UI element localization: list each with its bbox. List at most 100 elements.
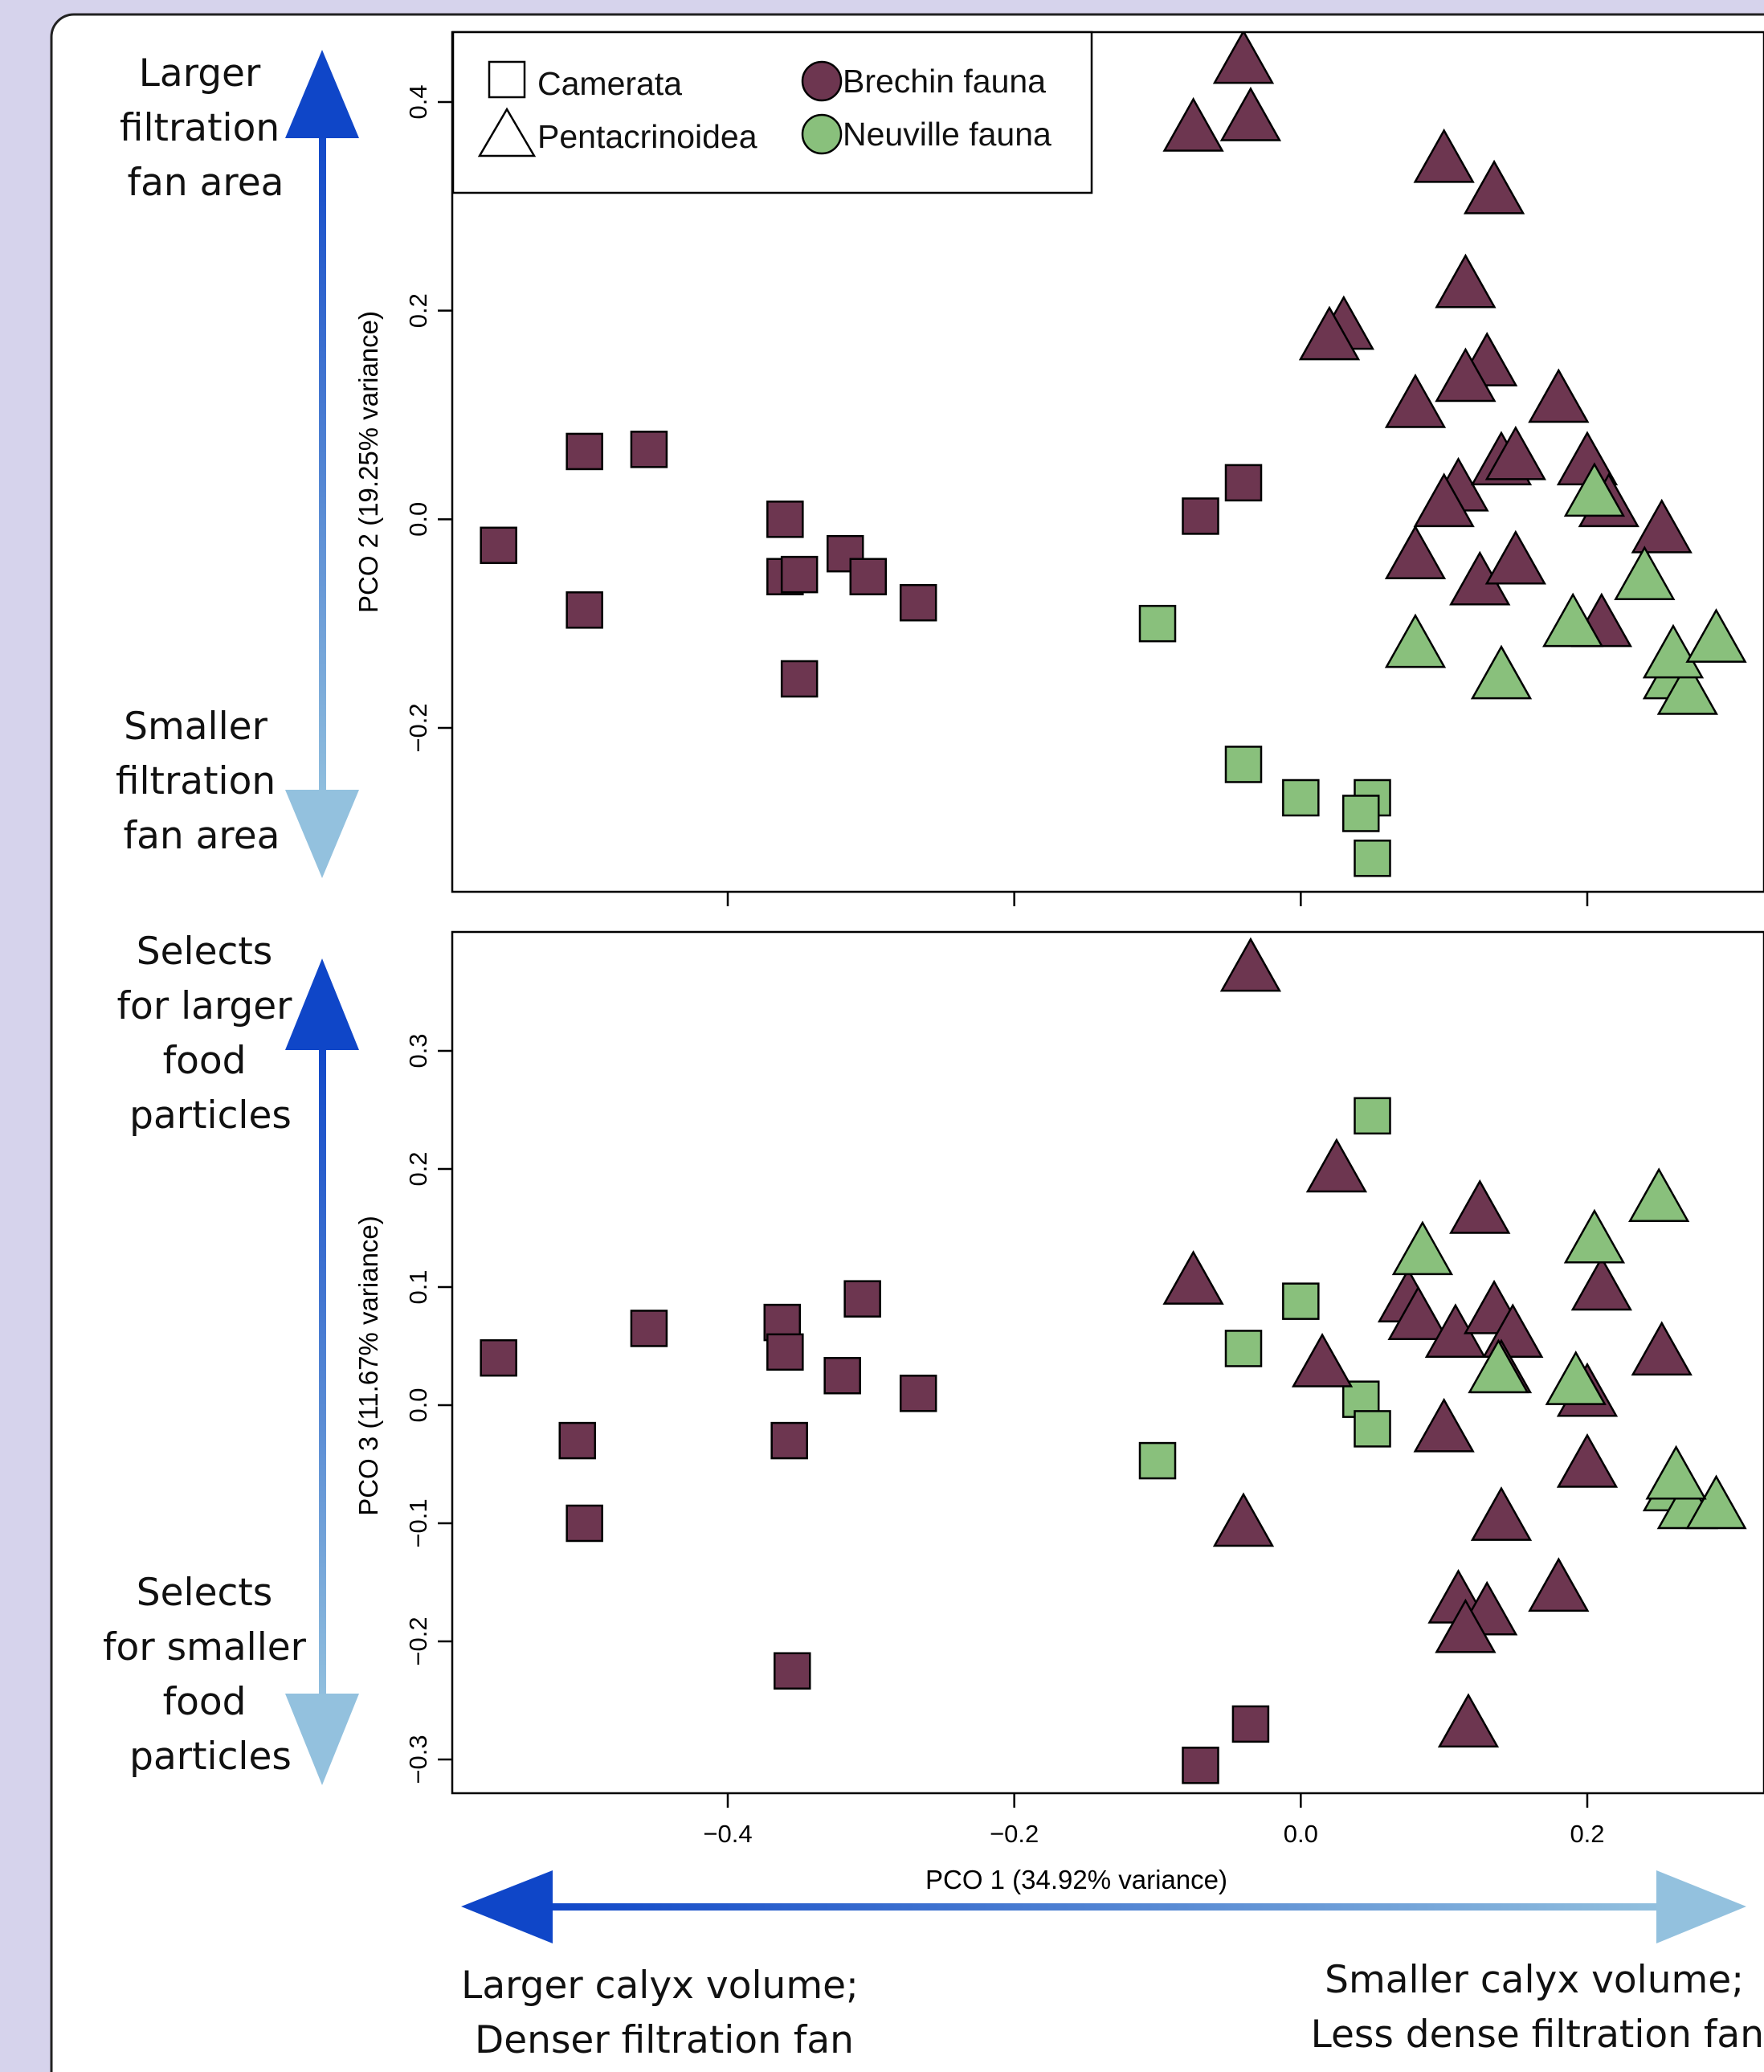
- data-point-pentacrinoidea-brechin: [1435, 253, 1497, 309]
- data-point-camerata-brechin: [1231, 1705, 1270, 1743]
- data-point-pentacrinoidea-brechin: [1528, 1557, 1590, 1612]
- legend-box: [451, 31, 1093, 194]
- data-point-pentacrinoidea-brechin: [1484, 425, 1546, 480]
- data-point-pentacrinoidea-brechin: [1556, 1432, 1619, 1488]
- data-point-pentacrinoidea-neuville: [1468, 1338, 1529, 1394]
- data-point-camerata-brechin: [480, 526, 517, 565]
- data-point-pentacrinoidea-brechin: [1212, 32, 1275, 84]
- data-point-camerata-brechin: [566, 432, 603, 471]
- arrow-head-right: [1656, 1870, 1746, 1943]
- data-point-camerata-brechin: [780, 555, 819, 594]
- data-point-camerata-brechin: [630, 1310, 668, 1347]
- x-tick-label: 0.2: [1570, 1820, 1604, 1848]
- data-point-camerata-neuville: [1341, 795, 1380, 832]
- arrow-head-down: [285, 1694, 359, 1785]
- data-point-pentacrinoidea-brechin: [1437, 1693, 1500, 1748]
- data-point-pentacrinoidea-brechin: [1435, 1598, 1497, 1653]
- arrow-head-up: [285, 50, 359, 138]
- data-point-pentacrinoidea-neuville: [1545, 1351, 1607, 1405]
- data-point-camerata-brechin: [566, 1504, 603, 1543]
- annotation-pco1-right: Smaller calyx volume; Less dense filtrat…: [1311, 1958, 1764, 2057]
- plot-pco2-ylabel: PCO 2 (19.25% variance): [353, 311, 383, 613]
- data-point-camerata-brechin: [770, 1421, 808, 1460]
- data-point-pentacrinoidea-neuville: [1628, 1167, 1690, 1222]
- data-point-pentacrinoidea-neuville: [1470, 644, 1533, 700]
- data-point-pentacrinoidea-neuville: [1685, 608, 1747, 663]
- y-tick-label: 0.3: [404, 1033, 432, 1068]
- x-tick-label: 0.0: [1284, 1820, 1318, 1848]
- legend-label-pentacrinoidea: Pentacrinoidea: [537, 118, 757, 155]
- data-point-camerata-brechin: [1182, 1747, 1219, 1784]
- data-point-pentacrinoidea-neuville: [1384, 613, 1447, 668]
- plot-pco3: −0.3 −0.2 −0.1 0.0 0.1 0.2 0.3 −0.4 −0.2 0.0 0.2 P…: [353, 930, 1764, 1894]
- y-tick-label: 0.0: [404, 1387, 432, 1422]
- data-point-pentacrinoidea-neuville: [1563, 462, 1626, 517]
- circle-icon-neuville: [801, 113, 843, 155]
- data-point-pentacrinoidea-brechin: [1528, 368, 1590, 423]
- data-point-camerata-neuville: [1354, 1410, 1391, 1448]
- plot-pco3-points: [480, 937, 1747, 1784]
- data-point-camerata-brechin: [566, 591, 603, 629]
- arrow-head-down: [285, 790, 359, 878]
- data-point-pentacrinoidea-neuville: [1614, 546, 1676, 600]
- data-point-camerata-brechin: [766, 501, 804, 538]
- square-icon: [488, 60, 526, 99]
- y-tick-label: 0.4: [404, 84, 432, 119]
- data-point-pentacrinoidea-brechin: [1219, 86, 1282, 141]
- data-point-pentacrinoidea-brechin: [1384, 525, 1447, 580]
- data-point-camerata-neuville: [1354, 1097, 1391, 1135]
- data-point-camerata-brechin: [630, 431, 668, 468]
- data-point-pentacrinoidea-neuville: [1685, 1474, 1747, 1530]
- plot-pco3-xlabel: PCO 1 (34.92% variance): [925, 1865, 1227, 1894]
- data-point-camerata-brechin: [558, 1421, 596, 1460]
- legend: Camerata Pentacrinoidea Brechin fauna Ne…: [451, 31, 1093, 194]
- data-point-pentacrinoidea-brechin: [1484, 529, 1546, 585]
- data-point-pentacrinoidea-brechin: [1413, 1397, 1475, 1453]
- x-tick-label: −0.4: [703, 1820, 752, 1848]
- data-point-pentacrinoidea-neuville: [1563, 1208, 1626, 1264]
- data-point-pentacrinoidea-brechin: [1219, 937, 1282, 992]
- arrow-head-left: [461, 1870, 553, 1943]
- data-point-pentacrinoidea-brechin: [1435, 347, 1497, 403]
- plot-pco3-ylabel: PCO 3 (11.67% variance): [353, 1216, 383, 1516]
- annotation-pco2-high: Larger filtration fan area: [120, 51, 292, 205]
- data-point-pentacrinoidea-brechin: [1387, 1285, 1449, 1340]
- y-tick-label: 0.2: [404, 293, 432, 328]
- data-point-pentacrinoidea-brechin: [1298, 305, 1361, 361]
- data-point-pentacrinoidea-brechin: [1384, 373, 1447, 428]
- data-point-pentacrinoidea-brechin: [1413, 472, 1475, 528]
- annotation-pco3-low: Selects for smaller food particles: [103, 1571, 318, 1779]
- data-point-camerata-brechin: [899, 1375, 937, 1412]
- annotation-pco3-high: Selects for larger food particles: [117, 930, 304, 1138]
- plot-pco3-frame: [451, 930, 1764, 1795]
- data-point-camerata-brechin: [1182, 497, 1219, 535]
- data-point-pentacrinoidea-brechin: [1212, 1492, 1275, 1547]
- x-tick-label: −0.2: [990, 1820, 1039, 1848]
- data-point-camerata-neuville: [1224, 1330, 1263, 1367]
- data-point-pentacrinoidea-brechin: [1463, 159, 1525, 215]
- annotation-pco1-left: Larger calyx volume; Denser filtration f…: [461, 1964, 871, 2062]
- data-point-camerata-neuville: [1138, 604, 1177, 643]
- arrow-pco3: [285, 958, 359, 1785]
- y-tick-label: 0.1: [404, 1269, 432, 1304]
- data-point-camerata-brechin: [823, 1357, 861, 1395]
- plot-pco3-ticks: −0.3 −0.2 −0.1 0.0 0.1 0.2 0.3 −0.4 −0.2 0.0 0.2: [404, 1033, 1605, 1848]
- legend-label-brechin: Brechin fauna: [843, 63, 1046, 100]
- data-point-pentacrinoidea-brechin: [1291, 1333, 1354, 1387]
- data-point-pentacrinoidea-brechin: [1570, 1256, 1632, 1311]
- y-tick-label: 0.2: [404, 1151, 432, 1186]
- arrow-pco2: [285, 50, 359, 878]
- data-point-pentacrinoidea-brechin: [1470, 1486, 1533, 1541]
- annotation-pco2-low: Smaller filtration fan area: [116, 705, 288, 858]
- data-point-camerata-brechin: [766, 1333, 804, 1371]
- plot-pco2-ticks: −0.2 0.0 0.2 0.4: [404, 84, 1589, 906]
- triangle-icon: [477, 107, 537, 157]
- data-point-camerata-brechin: [774, 1652, 811, 1690]
- data-point-camerata-brechin: [849, 558, 888, 595]
- data-point-camerata-brechin: [480, 1338, 517, 1377]
- y-tick-label: −0.3: [404, 1735, 432, 1784]
- data-point-camerata-neuville: [1282, 779, 1320, 817]
- legend-label-camerata: Camerata: [537, 65, 682, 102]
- data-point-pentacrinoidea-brechin: [1162, 1250, 1224, 1305]
